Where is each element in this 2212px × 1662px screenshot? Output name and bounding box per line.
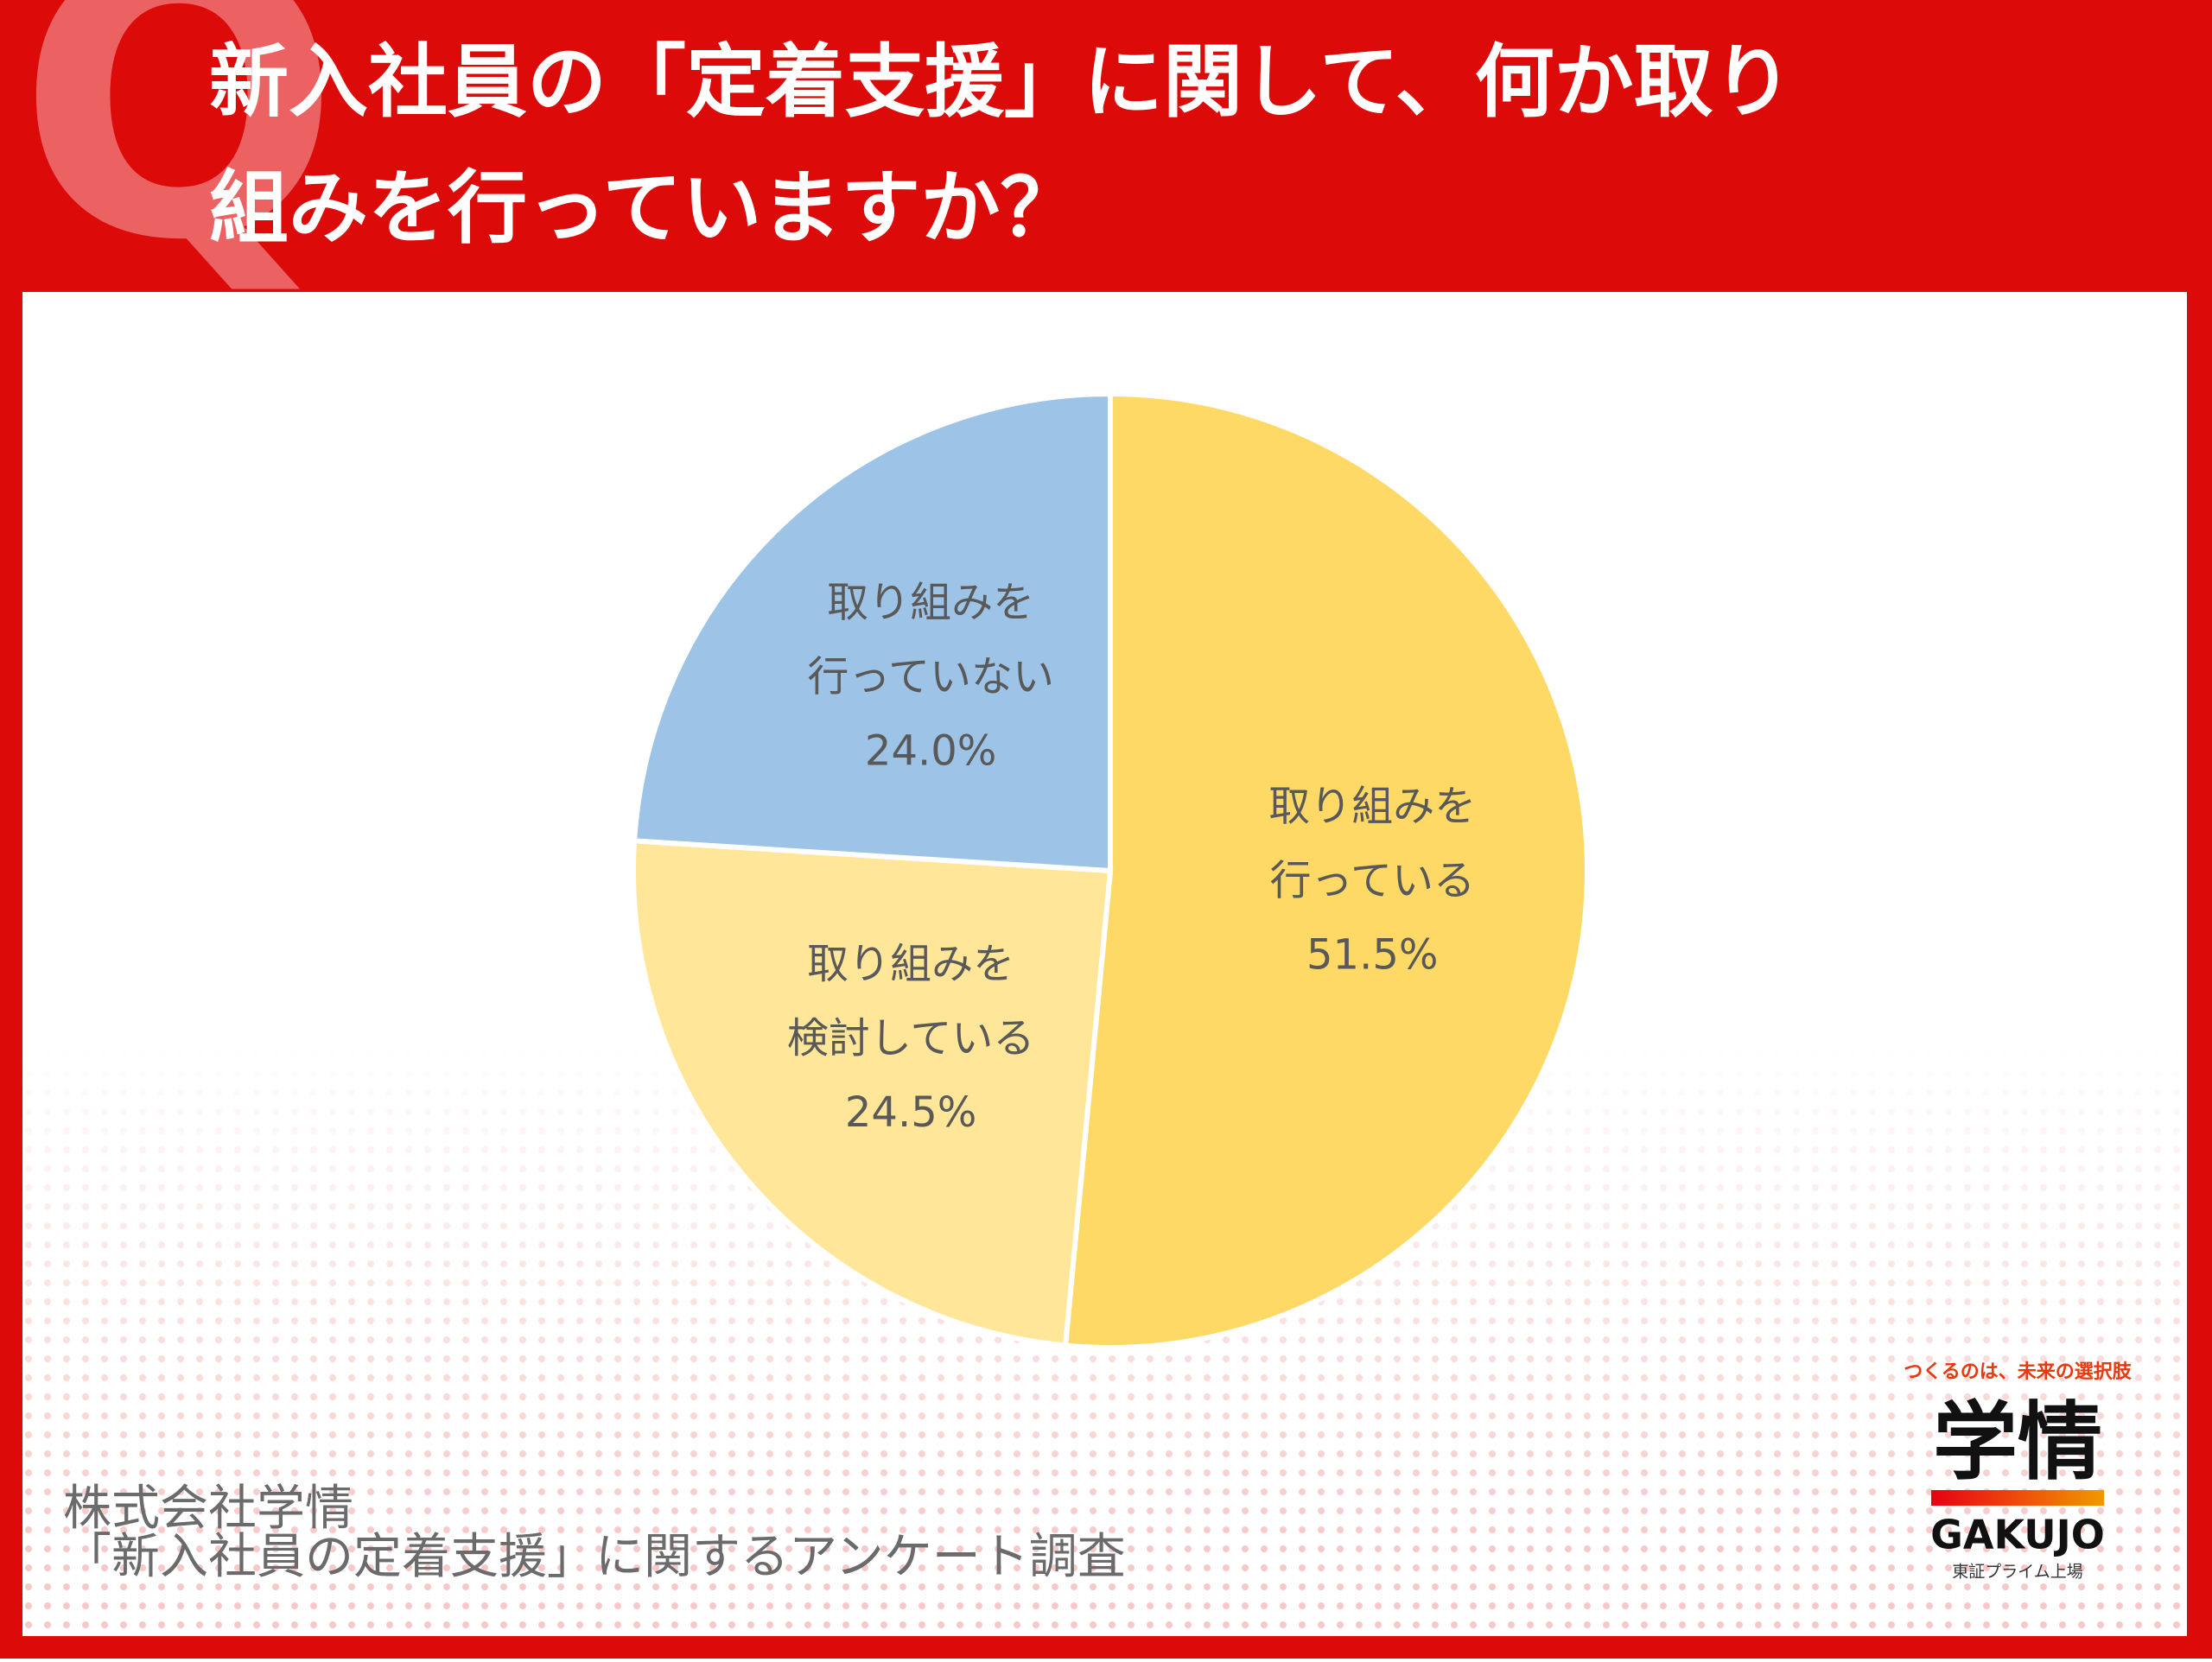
value-label: 24.0% — [865, 727, 996, 776]
source-line: 株式会社学情 — [63, 1481, 353, 1537]
slice-label: 取り組みを — [807, 940, 1014, 988]
pie-chart: 取り組みを行っている51.5%取り組みを検討している24.5%取り組みを行ってい… — [631, 390, 1590, 1350]
title-line: 組みを行っていますか？ — [209, 162, 1079, 254]
source-line: 「新入社員の定着支援」に関するアンケート調査 — [63, 1529, 1126, 1585]
pie-slice — [1062, 390, 1590, 1350]
title-line: 新入社員の「定着支援」に関して、何か取り — [209, 35, 1793, 128]
slice-label: 取り組みを — [1268, 782, 1476, 830]
logo-listing: 東証プライム上場 — [1952, 1563, 2083, 1582]
slice-label: 検討している — [787, 1014, 1035, 1063]
value-label: 24.5% — [845, 1088, 976, 1137]
logo-tagline: つくるのは、未来の選択肢 — [1904, 1361, 2133, 1383]
slice-label: 取り組みを — [827, 579, 1034, 627]
slice-label: 行っている — [1269, 856, 1475, 904]
value-label: 51.5% — [1306, 930, 1438, 979]
pie-slice — [631, 838, 1114, 1348]
slice-label: 行っていない — [807, 653, 1054, 701]
logo-roman: GAKUJO — [1930, 1512, 2105, 1558]
q-mark: Q — [17, 0, 340, 323]
logo-bar — [1931, 1490, 2104, 1506]
pie-slice — [631, 390, 1113, 874]
logo: つくるのは、未来の選択肢 学情 GAKUJO 東証プライム上場 — [1904, 1361, 2133, 1582]
logo-name: 学情 — [1933, 1393, 2102, 1492]
